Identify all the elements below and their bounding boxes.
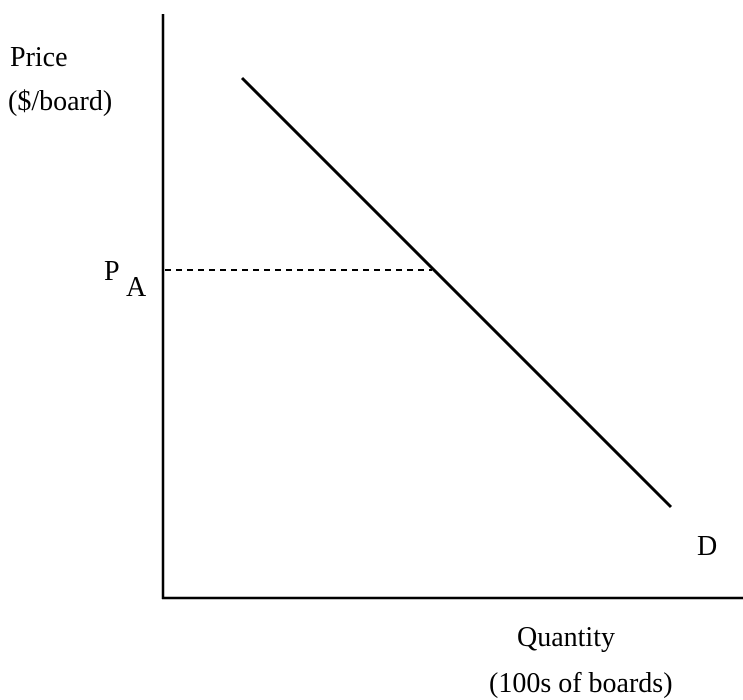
price-subscript: A xyxy=(126,272,147,303)
curve-label: D xyxy=(697,531,717,562)
x-axis-label: (100s of boards) xyxy=(489,668,673,699)
x-axis-label: Quantity xyxy=(517,622,615,653)
price-symbol: P xyxy=(104,256,120,287)
y-axis-label: Price xyxy=(10,42,68,73)
y-axis-label: ($/board) xyxy=(8,86,112,117)
demand-curve xyxy=(240,76,673,509)
